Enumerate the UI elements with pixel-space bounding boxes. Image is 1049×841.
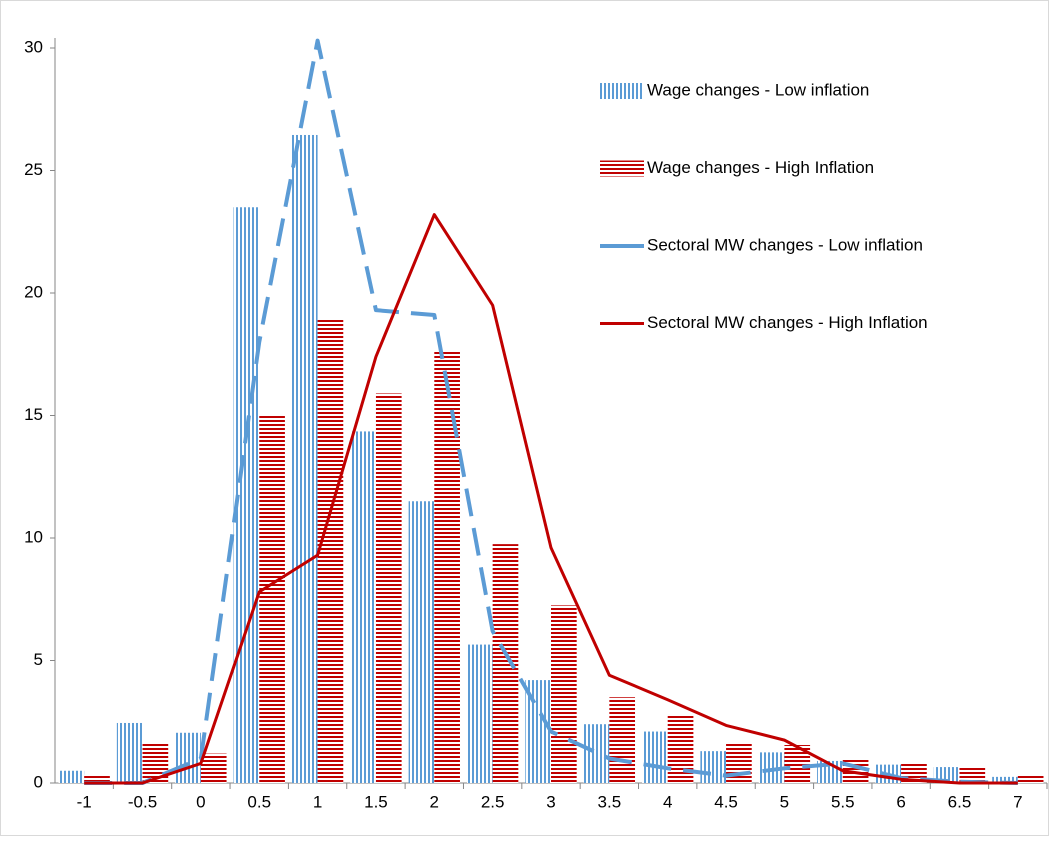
bar [551, 605, 577, 783]
y-tick-label: 30 [24, 37, 43, 56]
legend-label: Wage changes - Low inflation [647, 80, 869, 99]
x-tick-label: 5 [780, 792, 789, 811]
x-tick-label: 7 [1013, 792, 1022, 811]
x-tick-label: 2.5 [481, 792, 505, 811]
bar [1017, 775, 1044, 783]
bar [583, 724, 610, 783]
x-tick-label: 5.5 [831, 792, 855, 811]
line-series [84, 213, 1018, 785]
x-tick-label: 1 [313, 792, 322, 811]
bar [317, 319, 344, 783]
bar [992, 776, 1018, 783]
bar [175, 732, 201, 783]
y-tick-label: 10 [24, 527, 43, 546]
x-tick-label: 6.5 [948, 792, 972, 811]
legend-swatch [600, 83, 644, 99]
y-tick-label: 0 [34, 772, 43, 791]
bar [291, 134, 318, 784]
x-tick-label: 0.5 [247, 792, 271, 811]
y-tick-label: 25 [24, 160, 43, 179]
bar [700, 751, 727, 783]
bar [58, 770, 85, 783]
x-tick-label: 3 [546, 792, 555, 811]
x-tick-label: 3.5 [598, 792, 622, 811]
bar [375, 393, 402, 783]
bar [434, 351, 460, 783]
bar [466, 644, 493, 783]
x-tick-label: -1 [77, 792, 92, 811]
bar [959, 767, 986, 783]
x-tick-label: 4 [663, 792, 672, 811]
x-tick-label: 2 [430, 792, 439, 811]
bar [609, 697, 636, 783]
bar [642, 731, 668, 783]
x-tick-label: 0 [196, 792, 205, 811]
bar [200, 753, 227, 783]
y-tick-label: 5 [34, 650, 43, 669]
bar [84, 774, 110, 783]
x-tick-label: 1.5 [364, 792, 388, 811]
legend-label: Wage changes - High Inflation [647, 158, 874, 177]
bar [408, 501, 435, 783]
bar [350, 431, 376, 783]
legend-label: Sectoral MW changes - High Inflation [647, 313, 928, 332]
y-tick-label: 20 [24, 282, 43, 301]
x-tick-label: 4.5 [714, 792, 738, 811]
line-series [84, 38, 1018, 785]
bar [116, 722, 143, 783]
x-tick-label: -0.5 [128, 792, 157, 811]
bar [259, 415, 285, 783]
bar [492, 544, 519, 783]
x-tick-label: 6 [896, 792, 905, 811]
y-tick-label: 15 [24, 405, 43, 424]
legend-label: Sectoral MW changes - Low inflation [647, 235, 923, 254]
legend-swatch [600, 160, 644, 177]
